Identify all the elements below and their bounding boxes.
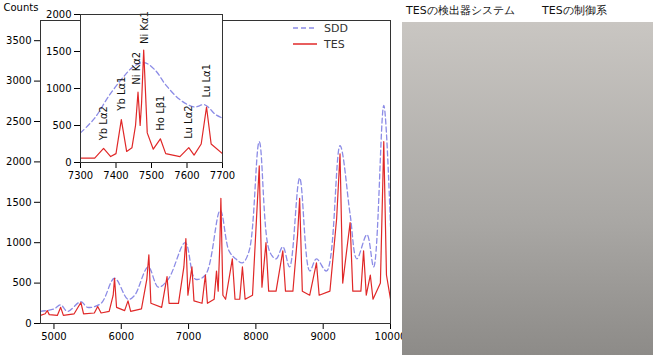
svg-text:7400: 7400 — [103, 170, 128, 181]
svg-text:1500: 1500 — [46, 46, 71, 57]
svg-text:Counts: Counts — [4, 2, 39, 13]
svg-text:1000: 1000 — [6, 237, 31, 248]
svg-text:10000: 10000 — [374, 330, 407, 342]
svg-text:2500: 2500 — [6, 116, 31, 127]
svg-text:500: 500 — [52, 120, 71, 131]
svg-text:Lu Lα1: Lu Lα1 — [201, 64, 212, 97]
svg-text:Ni Kα1: Ni Kα1 — [139, 11, 150, 44]
svg-text:0: 0 — [25, 318, 31, 329]
svg-text:7600: 7600 — [174, 170, 199, 181]
svg-text:2000: 2000 — [46, 9, 71, 20]
svg-text:9000: 9000 — [310, 331, 335, 342]
svg-text:6000: 6000 — [109, 331, 134, 342]
svg-text:7700: 7700 — [210, 170, 235, 181]
svg-text:Lu Lα2: Lu Lα2 — [183, 105, 194, 138]
svg-text:Ho Lβ1: Ho Lβ1 — [155, 96, 166, 131]
svg-text:2000: 2000 — [6, 156, 31, 167]
svg-text:7000: 7000 — [176, 331, 201, 342]
html-text:TES: TES — [324, 37, 345, 51]
svg-text:1500: 1500 — [6, 197, 31, 208]
svg-text:Ni Kα2: Ni Kα2 — [131, 52, 142, 85]
svg-text:0: 0 — [65, 157, 71, 168]
svg-text:5000: 5000 — [41, 331, 66, 342]
svg-text:8000: 8000 — [243, 331, 268, 342]
svg-text:3500: 3500 — [6, 35, 31, 46]
svg-text:7300: 7300 — [68, 170, 93, 181]
html-text:TESの制御系: TESの制御系 — [542, 4, 607, 17]
html-text:SDD: SDD — [324, 21, 348, 35]
svg-text:Yb Lα1: Yb Lα1 — [116, 77, 127, 112]
svg-text:1000: 1000 — [46, 83, 71, 94]
html-text:TESの検出器システム: TESの検出器システム — [406, 4, 515, 17]
svg-text:3000: 3000 — [6, 75, 31, 86]
svg-text:500: 500 — [12, 277, 31, 288]
svg-text:Yb Lα2: Yb Lα2 — [98, 106, 109, 141]
svg-text:7500: 7500 — [139, 170, 164, 181]
